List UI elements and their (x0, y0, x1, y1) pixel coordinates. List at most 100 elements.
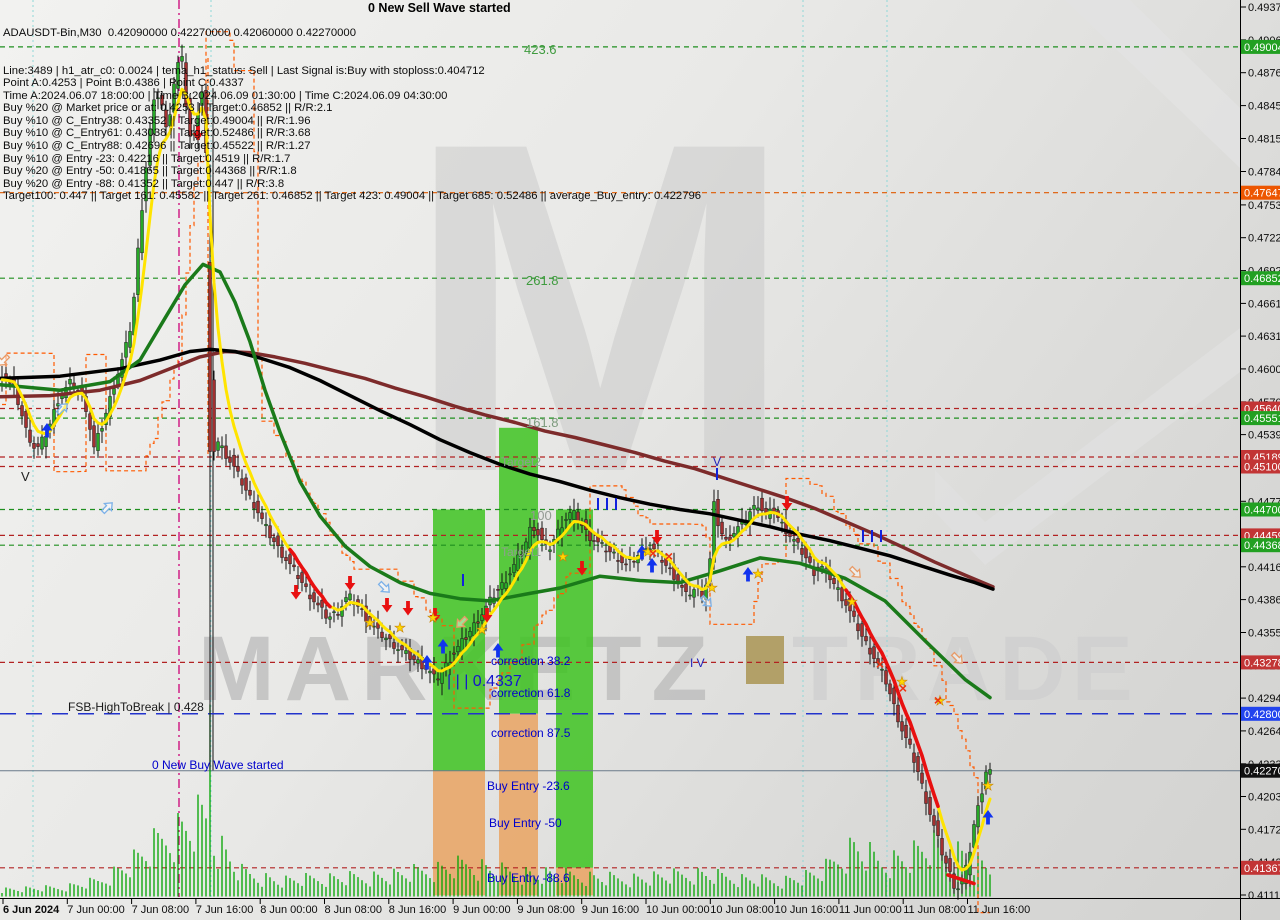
annotation-text: 423.6 (524, 42, 557, 57)
price-tag-label: 0.42270 (1244, 766, 1280, 778)
candle-body (844, 599, 848, 606)
candle-body (908, 738, 912, 745)
candle-body (716, 499, 720, 527)
candle-body (268, 525, 272, 539)
candle-body (336, 613, 340, 616)
time-tick-label: 8 Jun 16:00 (389, 904, 447, 916)
candle-body (176, 62, 180, 89)
buy-arrow-icon (437, 639, 449, 654)
price-tick-label: 0.44167 (1248, 562, 1280, 574)
candle-body (332, 611, 336, 613)
x-mark-icon: × (899, 680, 907, 696)
candle-body (832, 578, 836, 584)
signal-markers-layer: ★ ★★★★ ★★★★★★★× ×××× (0, 126, 994, 825)
sell-arrow-icon (402, 601, 414, 616)
candle-body (864, 636, 868, 642)
candle-body (524, 541, 528, 554)
buy-arrow-icon (492, 643, 504, 658)
candle-body (428, 670, 432, 674)
price-tick-label: 0.48152 (1248, 134, 1280, 146)
annotation-text: V (713, 455, 721, 469)
sell-arrow-icon (344, 576, 356, 591)
candle-body (380, 631, 384, 638)
candle-body (388, 634, 392, 640)
candle-body (348, 593, 352, 601)
candle-body (732, 533, 736, 538)
candle-body (568, 512, 572, 520)
sell-arrow-icon (481, 608, 493, 623)
annotation-text: Target1 (501, 545, 541, 559)
wave-tick-icon (871, 530, 873, 542)
candle-body (260, 512, 264, 519)
time-tick-label: 9 Jun 08:00 (517, 904, 575, 916)
x-mark-icon: × (665, 548, 673, 564)
candle-body (372, 625, 376, 628)
candle-body (156, 97, 160, 100)
candle-body (652, 543, 656, 550)
time-tick-label: 10 Jun 08:00 (710, 904, 774, 916)
time-tick-label: 8 Jun 08:00 (325, 904, 383, 916)
wave-tick-icon (606, 498, 608, 510)
candle-body (200, 91, 204, 106)
candle-body (140, 210, 144, 254)
price-tag-label: 0.44368 (1244, 540, 1280, 552)
candle-body (588, 530, 592, 541)
sell-arrow-icon (781, 496, 793, 511)
time-tick-label: 11 Jun 16:00 (968, 904, 1031, 916)
candle-body (368, 616, 372, 625)
time-tick-label: 7 Jun 16:00 (196, 904, 254, 916)
star-icon: ★ (706, 580, 718, 595)
price-tag (1241, 860, 1280, 875)
candle-body (888, 683, 892, 695)
candle-body (224, 445, 228, 459)
sell-arrow-icon (429, 608, 441, 623)
price-tag (1241, 502, 1280, 517)
candle-body (436, 678, 440, 681)
brand-check-swoosh (935, 328, 1240, 565)
candle-body (340, 606, 344, 617)
candle-body (216, 441, 220, 451)
candle-body (480, 614, 484, 621)
candle-body (180, 56, 184, 62)
candle-body (852, 610, 856, 617)
price-tag (1241, 763, 1280, 778)
candle-body (124, 342, 128, 358)
candle-body (172, 83, 176, 113)
candle-body (68, 379, 72, 385)
buy-zone-band-orange (433, 770, 485, 896)
time-axis[interactable]: 6 Jun 2024 7 Jun 00:00 7 Jun 08:00 7 Jun 16… (0, 898, 1280, 917)
time-tick-label: 6 Jun 2024 (3, 904, 60, 916)
candle-body (40, 436, 44, 450)
candle-body (32, 443, 36, 449)
hollow-arrow-icon (100, 502, 113, 515)
price-tag-label: 0.43278 (1244, 657, 1280, 669)
price-tick-label: 0.47534 (1248, 200, 1280, 212)
wave-tick-icon (862, 530, 864, 542)
sell-arrow-icon (192, 126, 204, 141)
candle-body (808, 556, 812, 563)
candle-body (160, 95, 164, 106)
candle-body (36, 443, 40, 447)
price-axis[interactable]: 0.493750.490690.487640.484580.481520.478… (1240, 0, 1280, 920)
time-tick-label: 7 Jun 08:00 (132, 904, 190, 916)
time-tick-label: 11 Jun 00:00 (839, 904, 902, 916)
candle-body (400, 645, 404, 651)
candle-body (280, 546, 284, 558)
annotation-text: | | | 0.4337 (447, 673, 522, 690)
candle-body (932, 815, 936, 826)
star-icon: ★ (394, 620, 406, 635)
candle-body (272, 537, 276, 543)
price-tag (1241, 655, 1280, 670)
annotation-text: Buy Entry -23.6 (487, 779, 570, 793)
candle-body (876, 658, 880, 664)
candle-body (24, 411, 28, 428)
hollow-arrow-icon (950, 651, 963, 664)
candle-body (384, 637, 388, 641)
candle-body (392, 642, 396, 649)
annotation-text: FSB-HighToBreak | 0.428 (68, 700, 204, 714)
sell-arrow-icon (381, 598, 393, 613)
buy-zone-band-green (433, 509, 485, 771)
candle-body (780, 521, 784, 524)
